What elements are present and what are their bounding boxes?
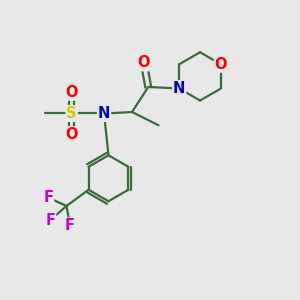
Text: F: F: [43, 190, 53, 205]
Text: O: O: [138, 55, 150, 70]
Text: O: O: [65, 127, 78, 142]
Text: N: N: [98, 106, 110, 121]
Text: O: O: [215, 57, 227, 72]
Text: F: F: [65, 218, 75, 233]
Text: F: F: [45, 213, 55, 228]
Text: O: O: [65, 85, 78, 100]
Text: S: S: [66, 106, 77, 121]
Text: N: N: [173, 81, 185, 96]
